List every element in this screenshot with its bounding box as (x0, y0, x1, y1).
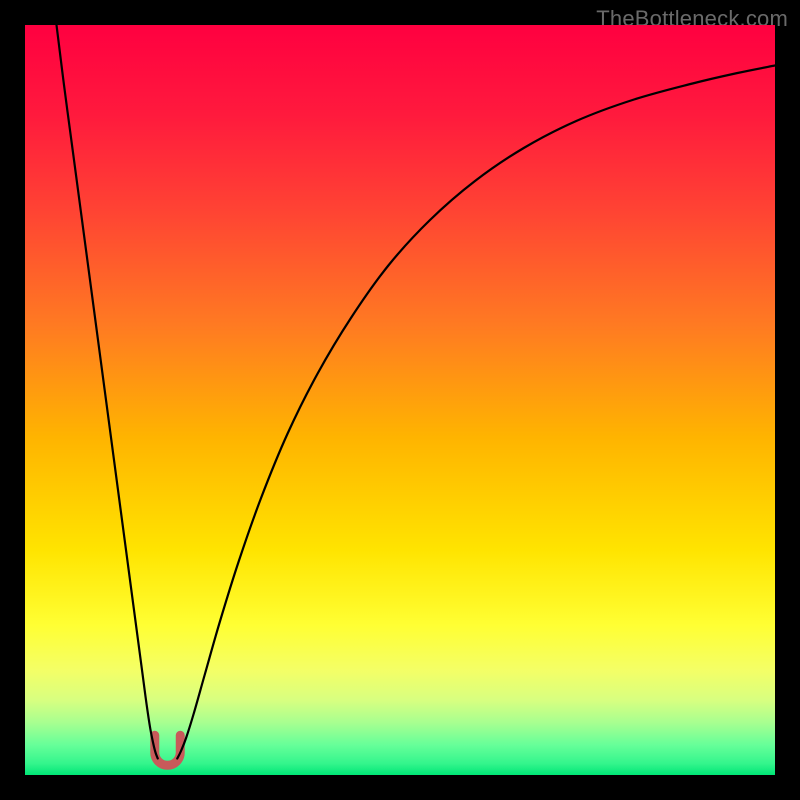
chart-container: TheBottleneck.com (0, 0, 800, 800)
gradient-background (25, 25, 775, 775)
chart-svg (25, 25, 775, 775)
plot-area (25, 25, 775, 775)
